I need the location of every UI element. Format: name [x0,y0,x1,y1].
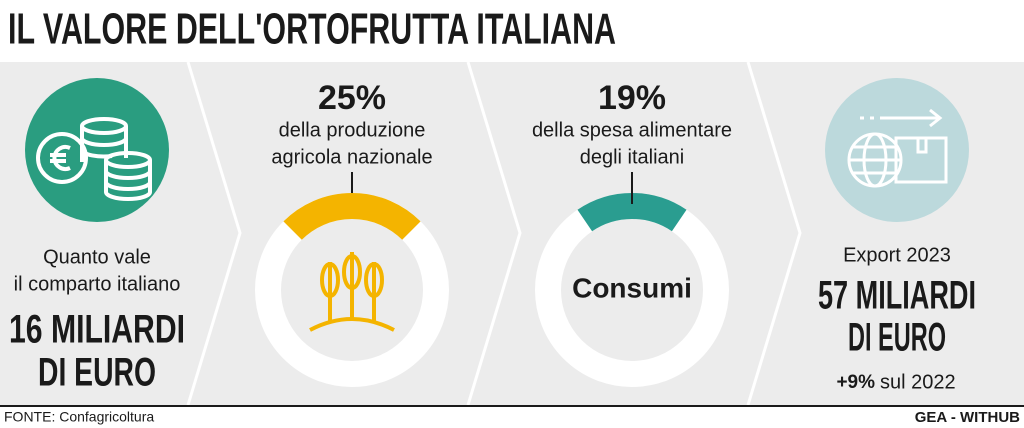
figure: DI EURO [38,351,156,395]
donut-arc [283,193,421,241]
panel-text: Quanto vale [43,246,151,268]
panel-text: degli italiani [580,146,685,168]
change: +9% [836,372,875,393]
figure: DI EURO [848,316,946,360]
panel-text: della produzione [279,119,426,141]
value-label: 25% [318,79,386,117]
coins-icon [36,117,152,201]
center-label: Consumi [572,272,692,303]
wheat-icon [309,252,395,332]
coins-icon-bg [25,78,169,222]
change-note: sul 2022 [880,371,956,393]
donut-arc [577,193,687,232]
panel-text: agricola nazionale [271,146,432,168]
source: FONTE: Confagricoltura [4,409,154,425]
title: IL VALORE DELL'ORTOFRUTTA ITALIANA [8,5,616,54]
value-label: 19% [598,79,666,117]
export-icon [847,108,948,188]
separators [186,61,802,406]
panel-text: il comparto italiano [14,273,181,295]
panel-text: Export 2023 [843,244,951,266]
figure: 16 MILIARDI [9,308,185,352]
credit: GEA - WITHUB [915,409,1020,426]
panel-text: della spesa alimentare [532,119,732,141]
figure: 57 MILIARDI [818,274,976,318]
